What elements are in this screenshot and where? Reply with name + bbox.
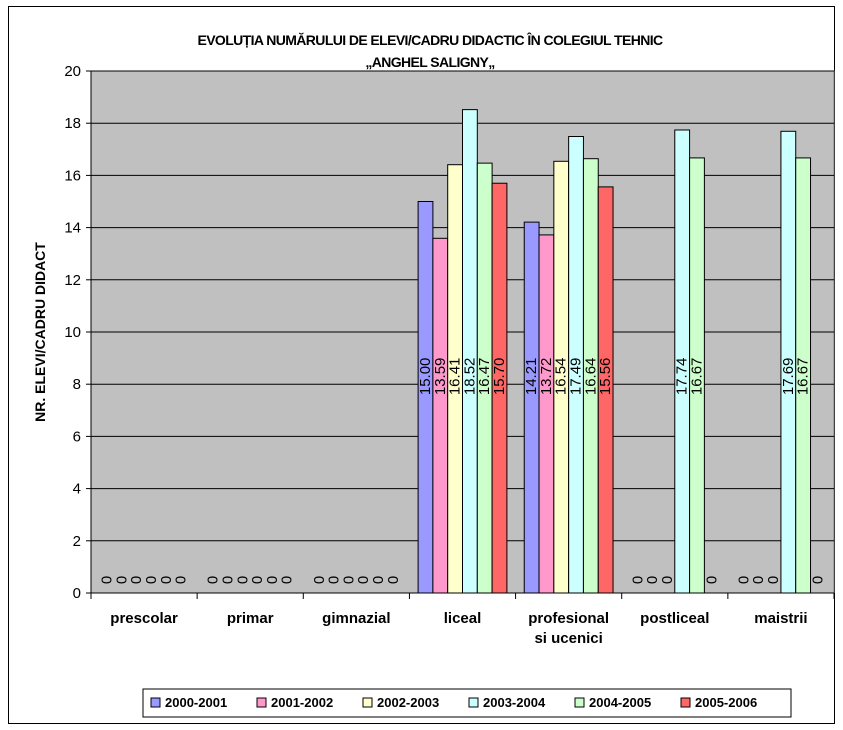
legend-swatch — [468, 697, 479, 708]
bar — [432, 237, 449, 594]
bar — [795, 157, 812, 594]
data-label: 16.41 — [447, 358, 464, 396]
legend-swatch — [574, 697, 585, 708]
data-label: 0 — [644, 576, 661, 584]
data-label: 0 — [143, 576, 160, 584]
data-label: 14.21 — [523, 358, 540, 396]
category-label: postliceal — [640, 610, 709, 627]
y-tick-label: 16 — [64, 167, 81, 184]
data-label: 0 — [340, 576, 357, 584]
bar — [689, 157, 705, 594]
data-label: 0 — [355, 576, 372, 584]
chart-title-line: „ANGHEL SALIGNY„ — [365, 54, 494, 70]
data-label: 17.69 — [780, 358, 797, 396]
data-label: 0 — [128, 576, 145, 584]
y-axis-label: NR. ELEVI/CADRU DIDACT — [32, 242, 48, 422]
category-label: profesional — [528, 610, 609, 627]
category-label: maistrii — [754, 610, 807, 627]
legend-label: 2002-2003 — [377, 695, 439, 710]
data-label: 0 — [99, 576, 116, 584]
y-tick-label: 20 — [64, 63, 81, 80]
y-tick-label: 2 — [73, 533, 81, 550]
data-label: 0 — [249, 576, 266, 584]
legend-swatch — [150, 697, 161, 708]
data-label: 13.59 — [432, 358, 449, 396]
bar — [597, 186, 614, 594]
bar — [462, 109, 478, 594]
data-label: 0 — [220, 576, 237, 584]
data-label: 0 — [385, 576, 402, 584]
chart-title-line: EVOLUȚIA NUMĂRULUI DE ELEVI/CADRU DIDACT… — [197, 31, 663, 48]
legend-label: 2001-2002 — [271, 695, 333, 710]
legend-label: 2005-2006 — [695, 695, 757, 710]
legend-label: 2003-2004 — [483, 695, 546, 710]
data-label: 13.72 — [538, 358, 555, 396]
data-label: 0 — [326, 576, 343, 584]
data-label: 16.67 — [795, 358, 812, 396]
data-label: 0 — [735, 576, 752, 584]
data-label: 0 — [234, 576, 251, 584]
y-tick-label: 6 — [73, 428, 81, 445]
data-label: 0 — [750, 576, 767, 584]
data-label: 0 — [370, 576, 387, 584]
data-label: 16.64 — [582, 358, 599, 396]
data-label: 0 — [279, 576, 296, 584]
data-label: 0 — [173, 576, 190, 584]
data-label: 0 — [765, 576, 782, 584]
category-label: gimnazial — [322, 610, 390, 627]
y-tick-label: 8 — [73, 376, 81, 393]
y-tick-label: 0 — [73, 585, 81, 602]
data-label: 15.00 — [417, 358, 434, 396]
y-tick-label: 10 — [64, 324, 81, 341]
legend-label: 2000-2001 — [165, 695, 227, 710]
legend-swatch — [362, 697, 373, 708]
bar — [491, 182, 508, 594]
data-label: 16.54 — [553, 358, 570, 396]
data-label: 0 — [158, 576, 175, 584]
legend-swatch — [256, 697, 267, 708]
y-tick-label: 12 — [64, 272, 81, 289]
bar — [523, 221, 540, 594]
y-tick-label: 14 — [64, 220, 81, 237]
category-label: si ucenici — [534, 630, 602, 647]
legend-label: 2004-2005 — [589, 695, 651, 710]
data-label: 17.49 — [568, 358, 585, 396]
legend-swatch — [680, 697, 691, 708]
data-label: 0 — [205, 576, 222, 584]
data-label: 0 — [629, 576, 646, 584]
category-label: liceal — [444, 610, 482, 627]
data-label: 0 — [659, 576, 676, 584]
data-label: 0 — [264, 576, 281, 584]
data-label: 15.56 — [597, 358, 614, 396]
data-label: 0 — [113, 576, 130, 584]
legend — [142, 688, 792, 718]
data-label: 0 — [703, 576, 720, 584]
data-label: 0 — [809, 576, 826, 584]
data-label: 0 — [311, 576, 328, 584]
y-tick-label: 18 — [64, 115, 81, 132]
data-label: 18.52 — [461, 358, 478, 396]
data-label: 17.74 — [674, 358, 691, 396]
data-label: 16.67 — [688, 358, 705, 396]
category-label: primar — [227, 610, 274, 627]
category-label: prescolar — [110, 610, 178, 627]
bar — [417, 201, 434, 594]
y-tick-label: 4 — [73, 481, 81, 498]
bar — [538, 234, 555, 594]
data-label: 15.70 — [491, 358, 508, 396]
data-label: 16.47 — [476, 358, 493, 396]
